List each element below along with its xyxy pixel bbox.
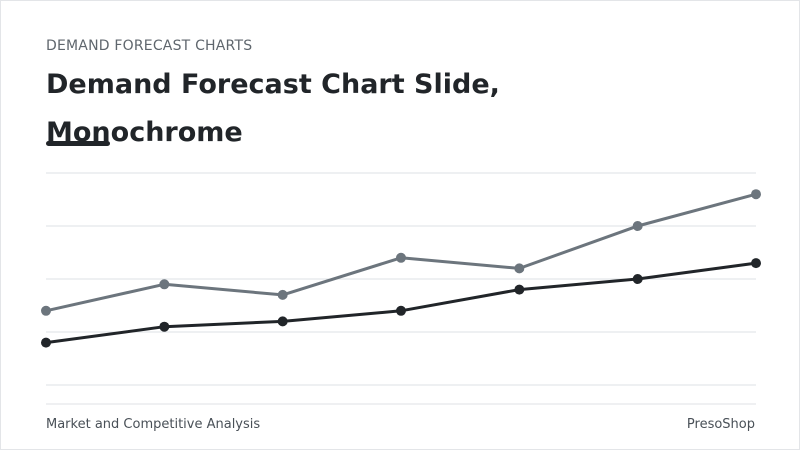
footer-left: Market and Competitive Analysis	[46, 417, 261, 432]
kicker: DEMAND FORECAST CHARTS	[46, 38, 253, 54]
data-point	[751, 258, 761, 269]
data-point	[41, 305, 51, 316]
data-point	[514, 263, 525, 274]
data-point	[396, 305, 406, 316]
footer-right: PresoShop	[686, 417, 755, 432]
data-point	[41, 337, 51, 348]
data-point	[396, 252, 406, 263]
chart-title: Demand Forecast Chart Slide, Monochrome	[46, 69, 500, 148]
data-point	[159, 321, 170, 332]
data-point	[277, 316, 288, 327]
series-line	[45, 261, 757, 345]
title-accent	[46, 141, 110, 146]
data-point	[751, 189, 761, 200]
data-point	[159, 279, 170, 290]
data-point	[632, 274, 643, 284]
data-point	[514, 284, 525, 295]
series-line	[45, 192, 757, 313]
data-point	[277, 289, 288, 300]
data-point	[632, 221, 643, 231]
